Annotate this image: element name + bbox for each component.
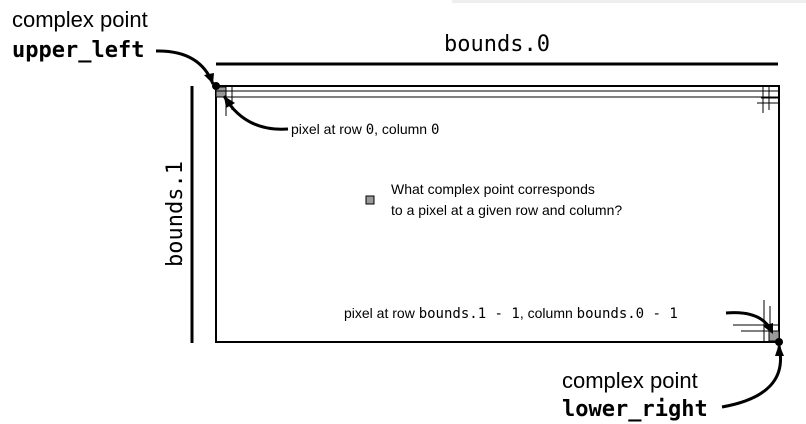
lower-right-point bbox=[775, 338, 783, 346]
sample-pixel bbox=[365, 195, 375, 205]
first-pixel-row: 0 bbox=[366, 122, 374, 138]
upper-left-caption: complex point bbox=[12, 7, 148, 32]
lower-right-caption: complex point bbox=[562, 368, 698, 393]
last-pixel-col: bounds.0 - 1 bbox=[577, 306, 678, 322]
image-rectangle bbox=[215, 85, 780, 343]
last-pixel-prefix: pixel at row bbox=[344, 305, 419, 321]
last-pixel-row: bounds.1 - 1 bbox=[419, 306, 520, 322]
first-pixel-col: 0 bbox=[431, 122, 439, 138]
question-line-1: What complex point corresponds bbox=[391, 181, 595, 197]
question-line-2: to a pixel at a given row and column? bbox=[391, 202, 622, 218]
first-pixel-middle: , column bbox=[374, 121, 431, 137]
first-pixel-arrowhead bbox=[224, 96, 235, 108]
upper-left-arrow bbox=[155, 49, 215, 85]
lower-right-name: lower_right bbox=[562, 397, 708, 422]
last-pixel bbox=[768, 330, 780, 342]
upper-left-arrowhead bbox=[204, 73, 214, 84]
last-pixel-label: pixel at row bounds.1 - 1, column bounds… bbox=[344, 305, 678, 322]
upper-left-point bbox=[212, 82, 220, 90]
last-pixel-middle: , column bbox=[520, 305, 577, 321]
last-pixel-arrowhead bbox=[763, 323, 773, 334]
first-pixel-prefix: pixel at row bbox=[291, 121, 366, 137]
upper-left-name: upper_left bbox=[12, 38, 144, 63]
bounds-height-label: bounds.1 bbox=[163, 161, 188, 267]
top-strip bbox=[452, 0, 806, 3]
last-pixel-arrow bbox=[725, 311, 774, 333]
first-pixel-label: pixel at row 0, column 0 bbox=[291, 121, 439, 138]
first-pixel-arrow bbox=[222, 95, 289, 131]
lower-right-arrow bbox=[721, 345, 782, 409]
lower-right-arrowhead bbox=[775, 344, 784, 356]
bounds-width-label: bounds.0 bbox=[444, 32, 550, 57]
